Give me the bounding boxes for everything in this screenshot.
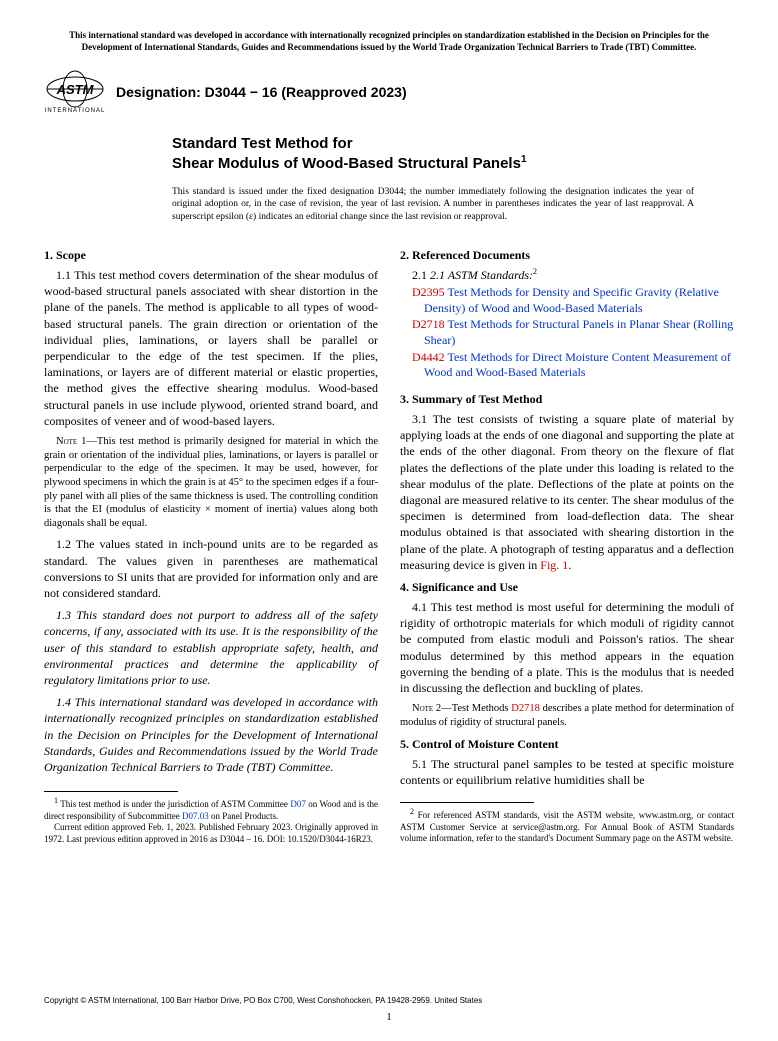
left-column: 1. Scope 1.1 This test method covers det…	[44, 241, 378, 846]
moisture-heading: 5. Control of Moisture Content	[400, 736, 734, 752]
ref-code-d4442: D4442	[412, 350, 445, 364]
foot1-link-d07[interactable]: D07	[290, 799, 306, 809]
ref-code-d2718: D2718	[412, 317, 445, 331]
note2-label: Note 2—	[412, 703, 452, 714]
note1-label: Note 1—	[56, 436, 97, 447]
title-superscript: 1	[521, 154, 527, 165]
foot1c: on Panel Products.	[209, 811, 279, 821]
fig1-link[interactable]: Fig. 1	[540, 558, 568, 572]
logo-sublabel: INTERNATIONAL	[45, 107, 106, 115]
title-main: Shear Modulus of Wood-Based Structural P…	[172, 155, 521, 172]
title-block: Standard Test Method for Shear Modulus o…	[172, 135, 734, 174]
title-line2: Shear Modulus of Wood-Based Structural P…	[172, 154, 734, 174]
ref-d2395[interactable]: D2395 Test Methods for Density and Speci…	[400, 285, 734, 316]
copyright-line: Copyright © ASTM International, 100 Barr…	[44, 996, 734, 1007]
s3-1b: .	[568, 558, 571, 572]
note-2: Note 2—Test Methods D2718 describes a pl…	[400, 702, 734, 729]
summary-3.1: 3.1 The test consists of twisting a squa…	[400, 411, 734, 573]
scope-heading: 1. Scope	[44, 247, 378, 263]
designation-row: ASTM INTERNATIONAL Designation: D3044 − …	[44, 67, 734, 117]
astm-logo: ASTM INTERNATIONAL	[44, 67, 106, 117]
designation-text: Designation: D3044 − 16 (Reapproved 2023…	[116, 83, 407, 102]
scope-1.3: 1.3 This standard does not purport to ad…	[44, 607, 378, 688]
foot2-text: For referenced ASTM standards, visit the…	[400, 810, 734, 843]
scope-1.2: 1.2 The values stated in inch-pound unit…	[44, 536, 378, 601]
footnote-1: 1 This test method is under the jurisdic…	[44, 796, 378, 846]
foot1d: Current edition approved Feb. 1, 2023. P…	[44, 822, 378, 845]
scope-1.4: 1.4 This international standard was deve…	[44, 694, 378, 775]
tbt-committee-header: This international standard was develope…	[44, 30, 734, 53]
right-column: 2. Referenced Documents 2.1 2.1 ASTM Sta…	[400, 241, 734, 846]
note2a: Test Methods	[452, 703, 512, 714]
ref-code-d2395: D2395	[412, 285, 445, 299]
scope-1.1: 1.1 This test method covers determinatio…	[44, 267, 378, 429]
s2-sub-text: 2.1 ASTM Standards:	[430, 268, 533, 282]
astm-standards-subhead: 2.1 2.1 ASTM Standards:2	[400, 267, 734, 283]
issuance-note: This standard is issued under the fixed …	[172, 186, 734, 223]
ref-title-d2395: Test Methods for Density and Specific Gr…	[424, 285, 719, 315]
note1-text: This test method is primarily designed f…	[44, 436, 378, 529]
ref-d4442[interactable]: D4442 Test Methods for Direct Moisture C…	[400, 350, 734, 381]
title-line1: Standard Test Method for	[172, 135, 734, 154]
body-columns: 1. Scope 1.1 This test method covers det…	[44, 241, 734, 846]
ref-d2718[interactable]: D2718 Test Methods for Structural Panels…	[400, 317, 734, 348]
note2-d2718-link[interactable]: D2718	[511, 703, 540, 714]
refdocs-heading: 2. Referenced Documents	[400, 247, 734, 263]
s3-1a: 3.1 The test consists of twisting a squa…	[400, 412, 734, 572]
s2-sup: 2	[533, 267, 537, 276]
ref-title-d2718: Test Methods for Structural Panels in Pl…	[424, 317, 733, 347]
note-1: Note 1—This test method is primarily des…	[44, 435, 378, 530]
significance-heading: 4. Significance and Use	[400, 579, 734, 595]
foot1a: This test method is under the jurisdicti…	[60, 799, 290, 809]
footnote-2: 2 For referenced ASTM standards, visit t…	[400, 807, 734, 845]
summary-heading: 3. Summary of Test Method	[400, 391, 734, 407]
svg-text:ASTM: ASTM	[56, 82, 95, 97]
moisture-5.1: 5.1 The structural panel samples to be t…	[400, 756, 734, 788]
page-number: 1	[0, 1010, 778, 1025]
significance-4.1: 4.1 This test method is most useful for …	[400, 599, 734, 696]
ref-title-d4442: Test Methods for Direct Moisture Content…	[424, 350, 731, 380]
foot1-link-d0703[interactable]: D07.03	[182, 811, 209, 821]
